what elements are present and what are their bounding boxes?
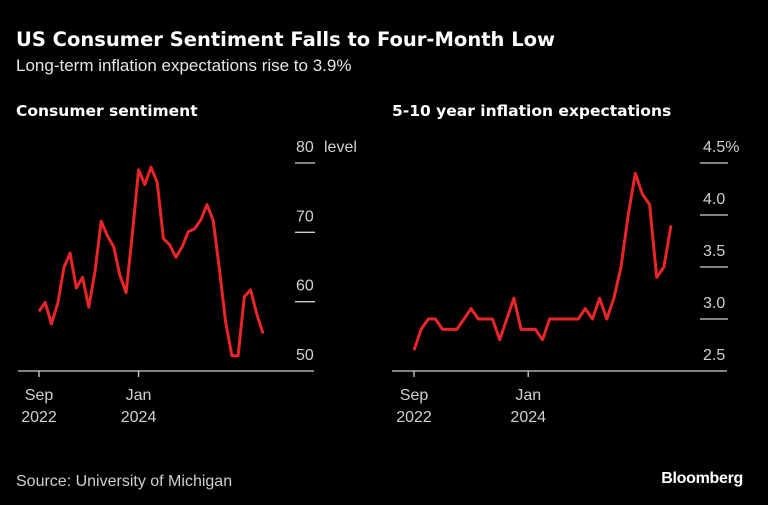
inflation-ytick-label: 3.5 [703, 243, 725, 260]
sentiment-ytick-label: 70 [296, 208, 314, 225]
inflation-xtick-label-year: 2024 [510, 409, 546, 426]
sentiment-xtick-label: Jan [126, 387, 152, 404]
bloomberg-logo: Bloomberg [661, 470, 743, 487]
inflation-ytick-label: 3.0 [703, 295, 725, 312]
chart-title-sentiment: Consumer sentiment [16, 102, 198, 120]
sentiment-xtick-label: Sep [25, 387, 54, 404]
inflation-ytick-label: 4.5% [703, 139, 739, 156]
chart-title-inflation: 5-10 year inflation expectations [392, 102, 671, 120]
inflation-ytick-label: 2.5 [703, 347, 725, 364]
sentiment-series-line [37, 165, 265, 358]
inflation-xtick-label: Sep [400, 387, 429, 404]
sentiment-ytick-label: 60 [296, 278, 314, 295]
inflation-chart: 4.5% 4.0 3.5 3.0 2.5 Sep 2022 Jan 2024 [392, 139, 739, 426]
inflation-xtick-label: Jan [515, 387, 541, 404]
inflation-xtick-label-year: 2022 [396, 409, 432, 426]
sentiment-xtick-label-year: 2022 [21, 409, 57, 426]
sentiment-y-unit-label: level [324, 139, 357, 156]
source-note: Source: University of Michigan [16, 473, 232, 490]
sentiment-ytick-label: 50 [296, 347, 314, 364]
page-subtitle: Long-term inflation expectations rise to… [16, 56, 351, 75]
page-title: US Consumer Sentiment Falls to Four-Mont… [16, 28, 555, 51]
sentiment-chart: 80 70 60 50 level Sep 2022 Jan 2024 [18, 139, 357, 426]
sentiment-xtick-label-year: 2024 [121, 409, 157, 426]
sentiment-ytick-label: 80 [296, 139, 314, 156]
inflation-ytick-label: 4.0 [703, 191, 725, 208]
inflation-series-line [412, 171, 673, 351]
